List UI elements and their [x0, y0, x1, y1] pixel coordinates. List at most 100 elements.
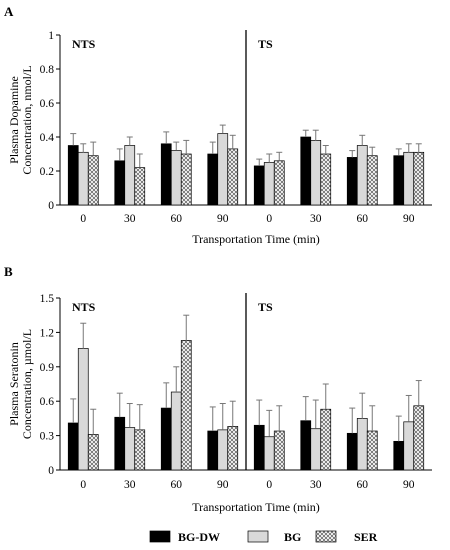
legend-label: BG	[284, 530, 301, 544]
bar-ser-nts-0	[87, 434, 99, 471]
y-tick-label: 1.2	[40, 327, 55, 339]
x-tick-label: 90	[403, 479, 415, 491]
bar-bg-dw-ts-30	[300, 136, 312, 206]
bar-ser-ts-60	[366, 155, 378, 206]
bar-ser-ts-60	[366, 430, 378, 471]
x-tick-label: 60	[171, 479, 183, 491]
y-axis-title: Concentration, µmol/L	[20, 329, 34, 439]
x-tick-label: 0	[266, 213, 272, 225]
bar-ser-nts-90	[227, 426, 239, 471]
bar-bg-ts-30	[310, 428, 322, 471]
bar-bg-ts-0	[263, 162, 275, 206]
bar-bg-dw-nts-30	[114, 160, 126, 206]
x-tick-label: 30	[124, 213, 136, 225]
chart-panel-b: B 0 0.3 0.6 0.9 1.2 1.5 Plasma Seratonin Concent…	[4, 264, 432, 514]
bar-bg-dw-nts-60	[160, 407, 172, 471]
bar-ser-ts-90	[413, 151, 425, 206]
bar-ser-ts-30	[320, 153, 332, 206]
bar-bg-dw-nts-90	[207, 153, 219, 206]
bar-ser-ts-30	[320, 408, 332, 471]
bar-ser-nts-60	[180, 153, 192, 206]
y-tick-label: 0.6	[40, 98, 55, 110]
bar-bg-dw-nts-0	[67, 145, 79, 206]
bar-bg-nts-0	[77, 151, 89, 206]
x-tick-label: 60	[357, 213, 369, 225]
bar-bg-dw-ts-0	[253, 424, 265, 471]
bar-ser-ts-90	[413, 405, 425, 471]
y-tick-label: 1	[48, 30, 54, 42]
legend-item-bg: BG	[247, 530, 301, 544]
panel-letter: B	[4, 264, 13, 279]
y-axis-title: Plasma Dopamine	[7, 76, 21, 164]
bar-bg-nts-30	[124, 427, 136, 471]
bar-bg-ts-0	[263, 436, 275, 471]
bar-bg-nts-90	[217, 429, 229, 471]
y-axis-title: Plasma Seratonin	[7, 342, 21, 426]
legend-swatch	[247, 530, 269, 543]
legend-label: SER	[354, 530, 378, 544]
bar-bg-ts-90	[403, 151, 415, 206]
y-tick-label: 0.2	[40, 166, 55, 178]
bar-ser-ts-0	[273, 160, 285, 206]
y-tick-label: 1.5	[40, 293, 55, 305]
legend: BG-DW BG SER	[149, 530, 378, 544]
bar-ser-ts-0	[273, 430, 285, 471]
y-tick-label: 0.3	[40, 431, 55, 443]
bar-bg-dw-ts-60	[346, 432, 358, 471]
x-tick-label: 30	[310, 213, 322, 225]
bar-bg-nts-60	[170, 150, 182, 206]
bar-ser-nts-30	[134, 167, 146, 206]
x-tick-label: 0	[266, 479, 272, 491]
legend-item-ser: SER	[315, 530, 378, 544]
bar-bg-ts-60	[356, 418, 368, 471]
x-tick-label: 90	[403, 213, 415, 225]
legend-item-bg-dw: BG-DW	[149, 530, 220, 544]
y-tick-label: 0	[48, 200, 54, 212]
panel-letter: A	[4, 4, 14, 19]
bar-bg-ts-60	[356, 145, 368, 206]
bar-bg-dw-ts-90	[393, 155, 405, 206]
x-tick-label: 90	[217, 213, 229, 225]
group-label-nts: NTS	[72, 37, 96, 51]
x-tick-label: 0	[80, 213, 86, 225]
bar-bg-nts-0	[77, 348, 89, 471]
bar-bg-dw-nts-90	[207, 430, 219, 471]
bar-bg-dw-ts-90	[393, 440, 405, 471]
y-tick-label: 0.9	[40, 362, 55, 374]
bar-ser-nts-60	[180, 340, 192, 471]
bar-bg-nts-90	[217, 133, 229, 206]
x-tick-label: 30	[124, 479, 136, 491]
bar-bg-dw-ts-60	[346, 157, 358, 206]
x-tick-label: 60	[357, 479, 369, 491]
legend-swatch	[149, 530, 171, 543]
bar-bg-ts-90	[403, 421, 415, 471]
legend-swatch	[315, 530, 337, 543]
x-tick-label: 30	[310, 479, 322, 491]
bar-bg-dw-nts-30	[114, 416, 126, 471]
bar-bg-dw-ts-0	[253, 165, 265, 206]
bar-ser-nts-0	[87, 155, 99, 206]
y-tick-label: 0.4	[40, 132, 55, 144]
y-tick-label: 0.8	[40, 64, 55, 76]
x-tick-label: 0	[80, 479, 86, 491]
legend-label: BG-DW	[178, 530, 220, 544]
y-tick-label: 0.6	[40, 396, 55, 408]
chart-panel-a: A 0 0.2 0.4 0.6 0.8 1 Plasma Dopamine Concentrat…	[4, 4, 432, 246]
bar-bg-ts-30	[310, 140, 322, 206]
group-label-ts: TS	[258, 300, 273, 314]
x-axis-title: Transportation Time (min)	[192, 232, 320, 246]
bar-bg-nts-60	[170, 391, 182, 471]
group-label-ts: TS	[258, 37, 273, 51]
bar-bg-dw-nts-0	[67, 422, 79, 471]
y-axis-title: Concentration, nmol/L	[20, 65, 34, 174]
group-label-nts: NTS	[72, 300, 96, 314]
bar-bg-dw-nts-60	[160, 143, 172, 206]
bar-bg-nts-30	[124, 145, 136, 206]
x-tick-label: 90	[217, 479, 229, 491]
bar-ser-nts-30	[134, 429, 146, 471]
y-tick-label: 0	[48, 465, 54, 477]
x-axis-title: Transportation Time (min)	[192, 500, 320, 514]
bar-ser-nts-90	[227, 148, 239, 206]
bar-bg-dw-ts-30	[300, 420, 312, 471]
